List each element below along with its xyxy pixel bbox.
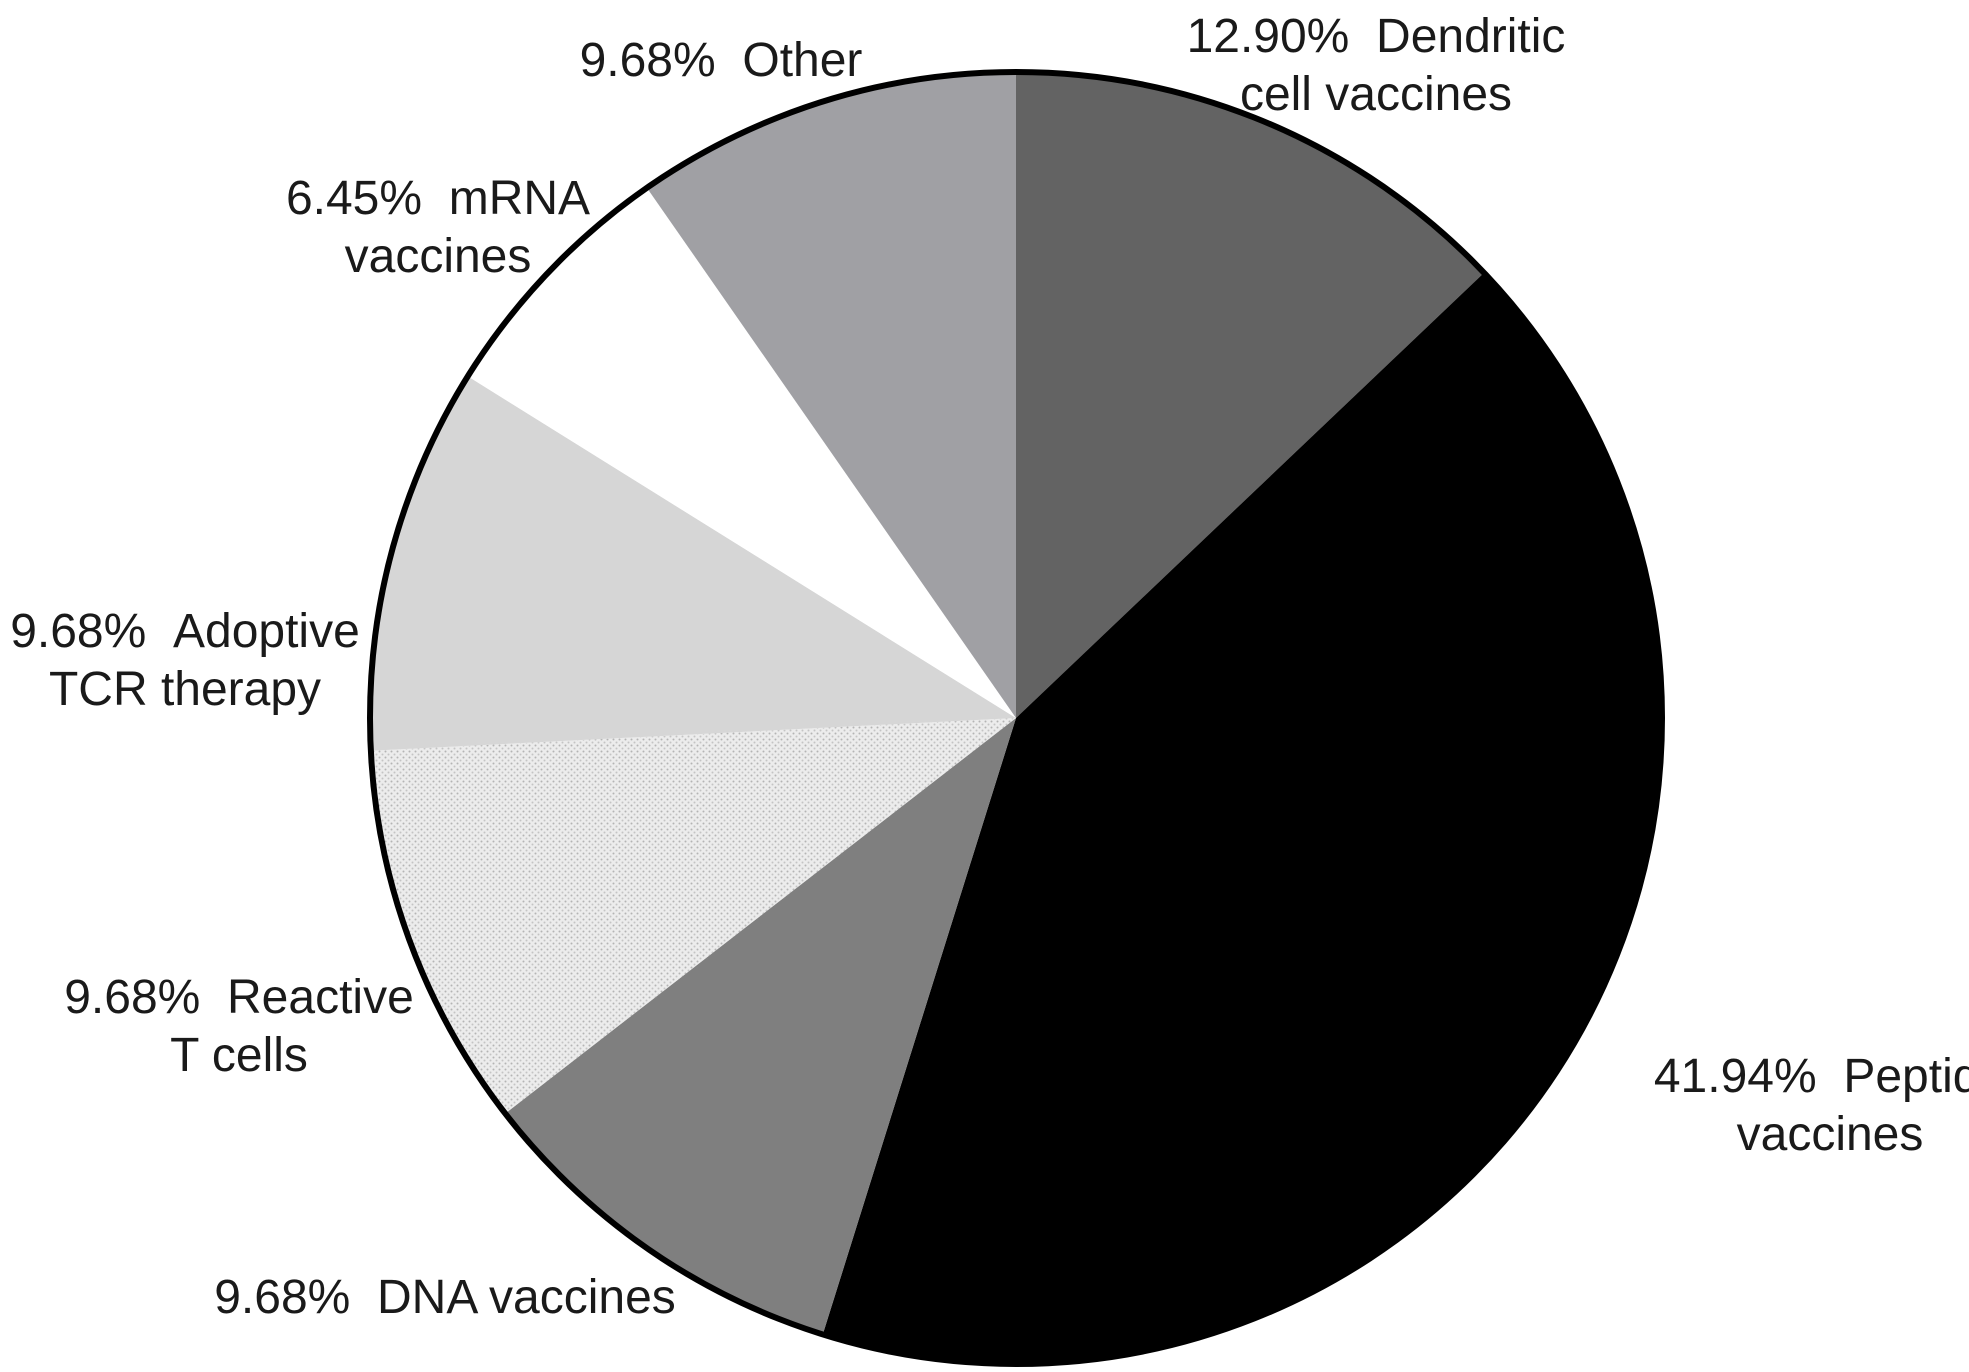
slice-label-line: cell vaccines (1240, 68, 1512, 121)
slice-label-peptide: 41.94% Peptidevaccines (1654, 1050, 1969, 1161)
slice-label-line: vaccines (345, 230, 532, 283)
pie-slice-adoptive-tcr (369, 376, 1017, 751)
slice-label-other: 9.68% Other (580, 34, 863, 87)
slice-label-line: 9.68% Reactive (64, 971, 414, 1024)
slice-labels: 12.90% Dendritic cell vaccines 41.94% Pept… (10, 10, 1969, 1324)
pie-slice-peptide (822, 272, 1663, 1364)
pie-outline (367, 69, 1665, 1367)
pie-slice-dna (505, 718, 1016, 1335)
pie-slice-reactive-t-cells (370, 718, 1017, 1114)
slice-label-line: 9.68% DNA vaccines (214, 1271, 676, 1324)
pie-slice-mrna (467, 187, 1016, 718)
pie-slice-dendritic (1016, 72, 1485, 718)
slice-label-line: 9.68% Other (580, 34, 863, 87)
pie-slice-other (646, 72, 1016, 718)
slice-label-line: 12.90% Dendritic (1187, 10, 1566, 63)
slice-label-adoptive-tcr: 9.68% Adoptive TCR therapy (10, 605, 360, 716)
slice-label-line: 6.45% mRNA (286, 172, 590, 225)
slice-label-line: 9.68% Adoptive (10, 605, 360, 658)
slice-label-reactive-t-cells: 9.68% Reactive T cells (64, 971, 414, 1082)
slice-label-line: vaccines (1737, 1108, 1924, 1161)
slice-label-dendritic: 12.90% Dendritic cell vaccines (1187, 10, 1566, 121)
pie-slices (369, 72, 1663, 1364)
slice-label-line: 41.94% Peptide (1654, 1050, 1969, 1103)
slice-label-line: TCR therapy (49, 663, 321, 716)
slice-label-line: T cells (170, 1029, 308, 1082)
slice-label-mrna: 6.45% mRNA vaccines (286, 172, 590, 283)
slice-label-dna: 9.68% DNA vaccines (214, 1271, 676, 1324)
